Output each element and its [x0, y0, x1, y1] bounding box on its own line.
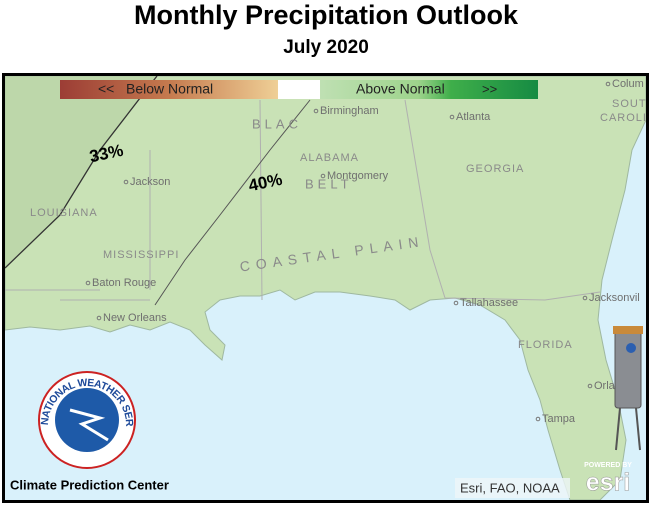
esri-brand: esri	[586, 469, 630, 497]
rain-gauge	[613, 326, 643, 451]
city-label: Birmingham	[320, 105, 379, 117]
city-label: Atlanta	[456, 111, 491, 123]
region-label: FLORIDA	[518, 339, 573, 351]
city-dot	[313, 108, 319, 114]
legend-below-label: << Below Normal	[98, 81, 213, 97]
map-frame	[2, 73, 649, 503]
city-dot	[582, 295, 588, 301]
city-dot	[453, 300, 459, 306]
city-dot	[96, 315, 102, 321]
drier-zone	[5, 76, 157, 268]
city-label: New Orleans	[103, 312, 167, 324]
contour-33	[5, 76, 158, 269]
city-dot	[587, 383, 593, 389]
region-label: ALABAMA	[300, 152, 359, 164]
legend-above-arrow: >>	[482, 81, 497, 96]
region-label: BLAC	[252, 116, 302, 131]
title: Monthly Precipitation Outlook	[134, 0, 519, 30]
region-label: GEORGIA	[466, 163, 524, 175]
city-dot	[605, 81, 611, 87]
attribution: Esri, FAO, NOAA	[460, 480, 560, 495]
city-label: Montgomery	[327, 170, 389, 182]
city-label: Baton Rouge	[92, 277, 156, 289]
legend-above-label: Above Normal	[356, 81, 445, 97]
city-dot	[535, 416, 541, 422]
land	[5, 76, 646, 500]
region-label: MISSISSIPPI	[103, 249, 179, 261]
city-label: Orla	[594, 380, 616, 392]
region-label: CAROLI	[600, 112, 647, 124]
city-label: Jacksonvil	[589, 292, 640, 304]
city-dot	[123, 179, 129, 185]
contour-40	[154, 99, 311, 306]
city-label: Tallahassee	[460, 297, 518, 309]
legend-above	[320, 80, 538, 99]
state-lines	[5, 99, 601, 301]
legend-normal	[278, 80, 320, 99]
city-label: Tampa	[542, 413, 576, 425]
region-label: LOUISIANA	[30, 207, 98, 219]
subtitle: July 2020	[283, 37, 369, 58]
legend-below	[60, 80, 278, 99]
city-dot	[449, 114, 455, 120]
city-label: Jackson	[130, 176, 170, 188]
city-dot	[320, 173, 326, 179]
region-label: BELT	[305, 176, 353, 191]
city-dot	[85, 280, 91, 286]
map: << Below Normal Above Normal >> Colum SOU…	[5, 76, 652, 500]
region-label: SOUTH	[612, 98, 652, 110]
attribution-bg	[455, 478, 570, 498]
credit: Climate Prediction Center	[10, 477, 169, 492]
powered-by: POWERED BY	[584, 462, 632, 469]
city-label: Colum	[612, 78, 644, 90]
